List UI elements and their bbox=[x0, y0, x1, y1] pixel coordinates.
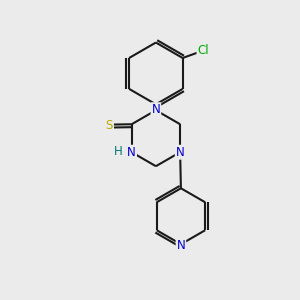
Text: N: N bbox=[176, 239, 185, 252]
Text: S: S bbox=[105, 119, 112, 132]
Text: N: N bbox=[152, 103, 160, 116]
Text: N: N bbox=[127, 146, 136, 159]
Text: Cl: Cl bbox=[197, 44, 209, 57]
Text: N: N bbox=[176, 146, 184, 159]
Text: H: H bbox=[114, 145, 123, 158]
